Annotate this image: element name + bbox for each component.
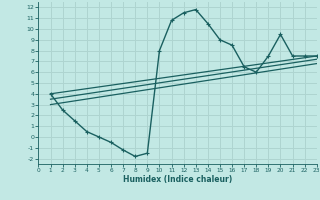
X-axis label: Humidex (Indice chaleur): Humidex (Indice chaleur) <box>123 175 232 184</box>
